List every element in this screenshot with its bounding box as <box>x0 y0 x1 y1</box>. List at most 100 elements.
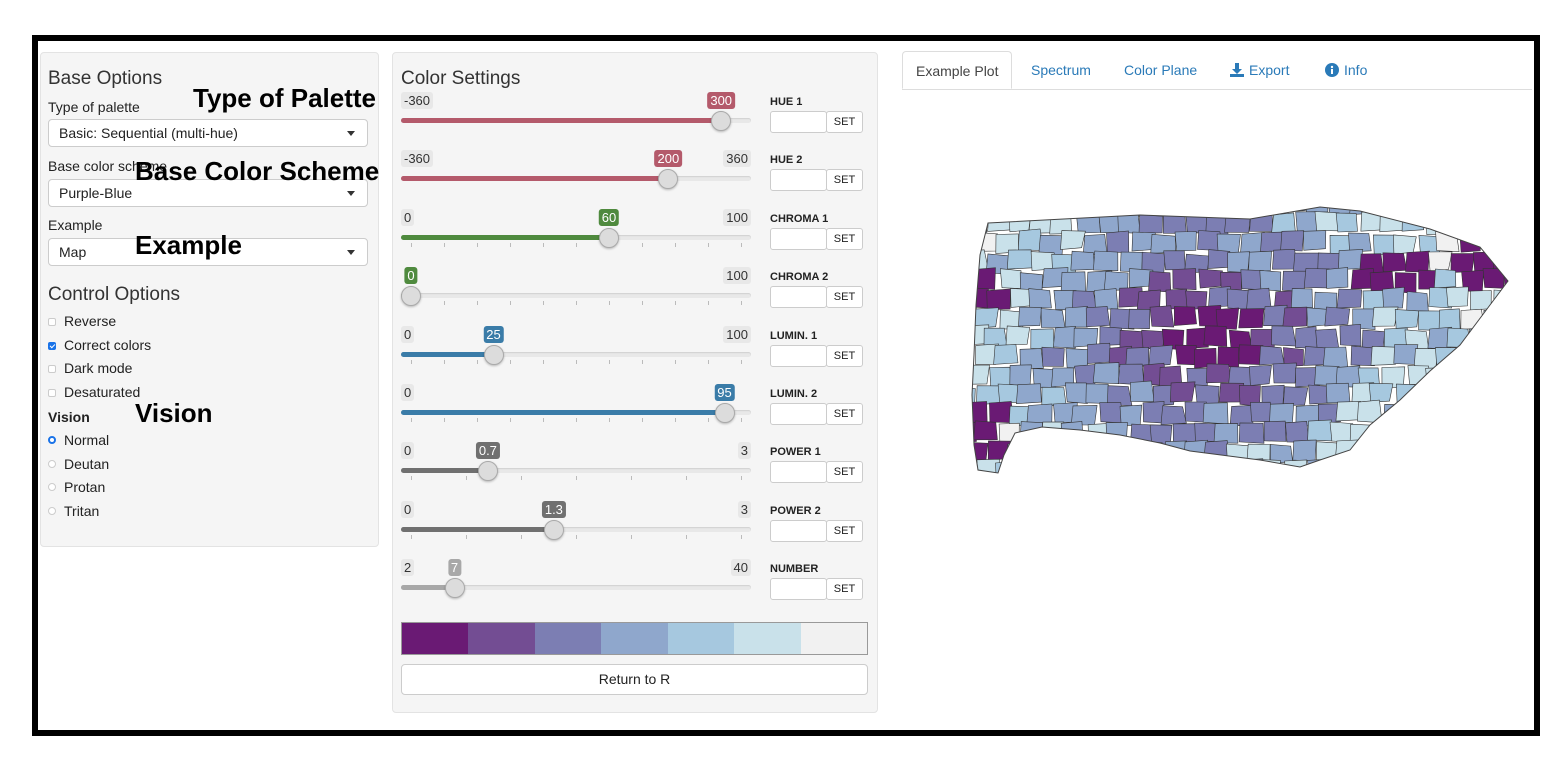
checkbox-label[interactable]: Reverse <box>64 313 117 329</box>
set-button[interactable]: SET <box>826 403 863 425</box>
slider-chroma-1[interactable]: 0 100 60 <box>401 208 751 277</box>
return-to-r-button[interactable]: Return to R <box>401 664 868 695</box>
control-value-input[interactable] <box>770 461 827 484</box>
control-value-input[interactable] <box>770 286 827 309</box>
county-shape <box>1357 399 1383 424</box>
radio-label[interactable]: Protan <box>64 479 106 495</box>
county-shape <box>1148 344 1174 367</box>
slider-track[interactable] <box>401 293 751 299</box>
slider-lumin-1[interactable]: 0 100 25 <box>401 325 751 394</box>
slider-number[interactable]: 2 40 7 <box>401 559 751 627</box>
slider-tick <box>741 534 742 539</box>
county-shape <box>1224 212 1251 233</box>
radio-vision-tritan[interactable] <box>48 506 56 515</box>
slider-power-1[interactable]: 0 3 0.7 <box>401 442 751 510</box>
slider-tick <box>411 418 412 422</box>
checkbox-label[interactable]: Desaturated <box>64 383 141 400</box>
county-shape <box>989 366 1013 387</box>
slider-max-label: 100 <box>723 267 751 285</box>
checkbox-correct-colors[interactable] <box>48 341 56 350</box>
control-value-input[interactable] <box>770 344 827 367</box>
tab-spectrum[interactable]: Spectrum <box>1031 51 1091 89</box>
slider-handle[interactable] <box>711 111 732 131</box>
control-value-input[interactable] <box>770 111 827 133</box>
slider-chroma-2[interactable]: 100 0 <box>401 267 751 335</box>
set-button[interactable]: SET <box>826 461 863 484</box>
slider-handle[interactable] <box>444 578 465 599</box>
tab-color-plane[interactable]: Color Plane <box>1124 51 1197 89</box>
checkbox-label[interactable]: Correct colors <box>64 336 152 353</box>
palette-type-select[interactable]: Basic: Sequential (multi-hue) <box>48 119 368 147</box>
example-value: Map <box>59 244 87 260</box>
radio-vision-deutan[interactable] <box>48 459 56 468</box>
slider-hue-1[interactable]: -360 300 <box>401 92 751 160</box>
set-button[interactable]: SET <box>826 169 863 192</box>
slider-handle[interactable] <box>543 519 564 540</box>
slider-tick <box>741 242 742 247</box>
set-button[interactable]: SET <box>826 286 863 309</box>
color-settings-title: Color Settings <box>401 68 521 89</box>
county-shape <box>1259 345 1285 366</box>
county-shape <box>1186 327 1209 349</box>
county-shape <box>1490 479 1513 495</box>
slider-value-label: 25 <box>483 325 504 343</box>
county-shape <box>1482 228 1506 250</box>
control-value-input[interactable] <box>770 403 827 425</box>
county-shape <box>1371 306 1399 327</box>
checkbox-dark-mode[interactable] <box>48 365 56 373</box>
county-shape <box>1084 207 1110 214</box>
county-shape <box>1516 481 1520 495</box>
slider-track[interactable] <box>401 585 751 591</box>
slider-handle[interactable] <box>483 344 504 365</box>
set-button[interactable]: SET <box>826 519 863 542</box>
color-scheme-select[interactable]: Purple-Blue <box>48 179 368 207</box>
example-select[interactable]: Map <box>48 238 368 266</box>
slider-track[interactable] <box>401 468 751 474</box>
county-shape <box>1401 403 1427 425</box>
checkbox-desaturated[interactable] <box>48 388 56 397</box>
tab-export[interactable]: Export <box>1230 51 1289 89</box>
control-value-input[interactable] <box>770 169 827 192</box>
slider-tick <box>521 534 522 539</box>
control-value-input[interactable] <box>770 578 827 601</box>
tab-bar: Example Plot Spectrum Color Plane Export… <box>902 51 1532 90</box>
tab-example-plot[interactable]: Example Plot <box>902 51 1013 89</box>
county-shape <box>1175 344 1197 366</box>
palette-swatch <box>734 623 801 654</box>
radio-vision-normal[interactable] <box>48 436 56 444</box>
county-shape <box>1290 288 1313 308</box>
slider-hue-2[interactable]: -360 360 200 <box>401 150 751 218</box>
county-shape <box>1282 386 1309 407</box>
slider-handle[interactable] <box>401 286 421 307</box>
slider-track[interactable] <box>401 351 751 357</box>
checkbox-label[interactable]: Dark mode <box>64 360 133 376</box>
slider-track[interactable] <box>401 526 751 532</box>
set-button[interactable]: SET <box>826 578 863 601</box>
slider-tick <box>686 534 687 539</box>
slider-lumin-2[interactable]: 0 95 <box>401 384 751 452</box>
county-shape <box>1513 404 1520 424</box>
control-value-input[interactable] <box>770 519 827 542</box>
tab-info[interactable]: Info <box>1325 51 1367 89</box>
radio-label[interactable]: Normal <box>64 432 110 448</box>
set-button[interactable]: SET <box>826 227 863 250</box>
checkbox-reverse[interactable] <box>48 318 56 326</box>
slider-handle[interactable] <box>714 403 735 423</box>
set-button[interactable]: SET <box>826 344 863 367</box>
county-shape <box>1053 325 1076 349</box>
slider-handle[interactable] <box>599 227 619 248</box>
county-shape <box>1392 463 1414 473</box>
control-value-input[interactable] <box>770 227 827 250</box>
county-shape <box>1271 212 1296 235</box>
county-shape <box>1505 307 1508 329</box>
county-shape <box>1109 308 1135 330</box>
set-button[interactable]: SET <box>826 111 863 133</box>
county-shape <box>1456 458 1479 473</box>
slider-tick <box>576 476 577 481</box>
slider-power-2[interactable]: 0 3 1.3 <box>401 500 751 569</box>
slider-handle[interactable] <box>477 461 498 482</box>
radio-label[interactable]: Tritan <box>64 502 100 519</box>
radio-vision-protan[interactable] <box>48 483 56 491</box>
slider-handle[interactable] <box>658 169 679 190</box>
radio-label[interactable]: Deutan <box>64 455 110 472</box>
